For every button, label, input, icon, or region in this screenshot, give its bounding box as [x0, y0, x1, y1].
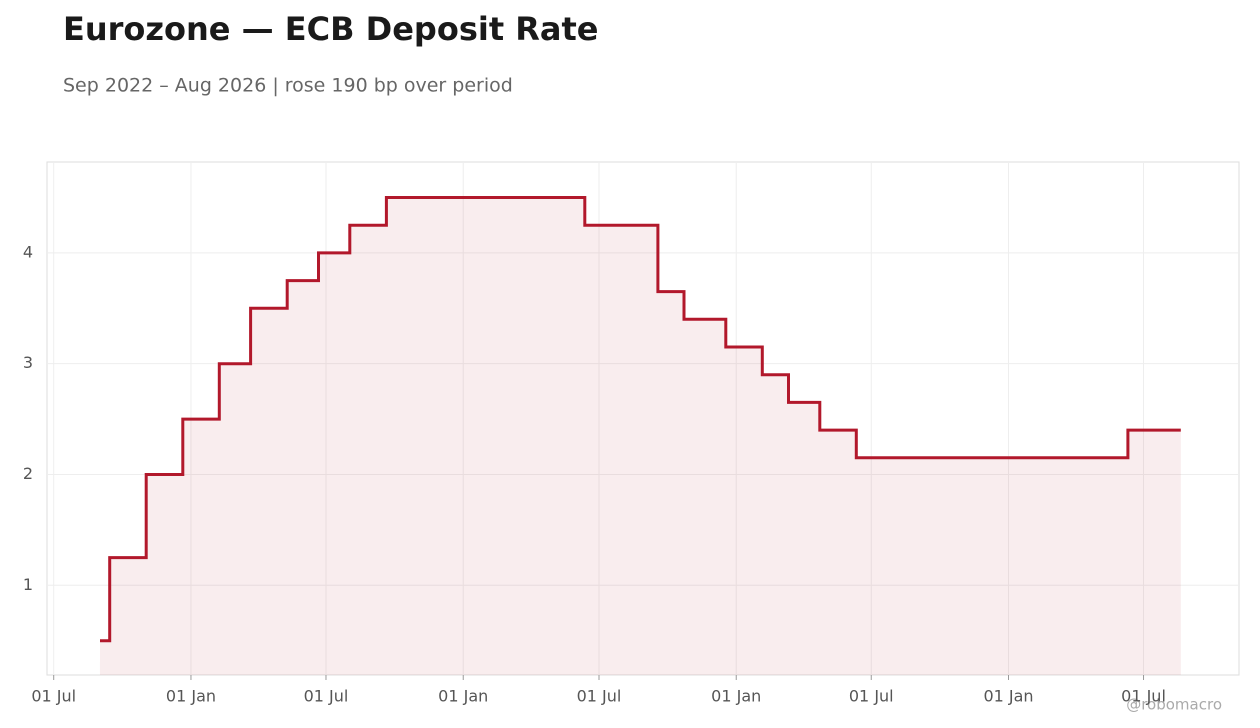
x-tick-label: 01 Jul	[31, 687, 76, 706]
line	[100, 196, 1181, 643]
y-tick-label: 2	[23, 464, 33, 483]
y-tick-label: 1	[23, 575, 33, 594]
y-tick-label: 3	[23, 353, 33, 372]
chart-title: Eurozone — ECB Deposit Rate	[63, 10, 599, 48]
watermark: @robomacro	[1126, 696, 1222, 714]
x-tick-label: 01 Jan	[166, 687, 216, 706]
x-tick-label: 01 Jul	[849, 687, 894, 706]
y-tick-label: 4	[23, 242, 33, 261]
x-tick-label: 01 Jul	[1121, 687, 1166, 706]
chart-subtitle: Sep 2022 – Aug 2026 | rose 190 bp over p…	[63, 75, 513, 97]
x-tick-label: 01 Jul	[304, 687, 349, 706]
x-tick-label: 01 Jan	[983, 687, 1033, 706]
x-tick-label: 01 Jul	[577, 687, 622, 706]
x-tick-label: 01 Jan	[438, 687, 488, 706]
area	[99, 197, 1181, 675]
plot-frame	[46, 161, 1240, 676]
x-tick-label: 01 Jan	[711, 687, 761, 706]
